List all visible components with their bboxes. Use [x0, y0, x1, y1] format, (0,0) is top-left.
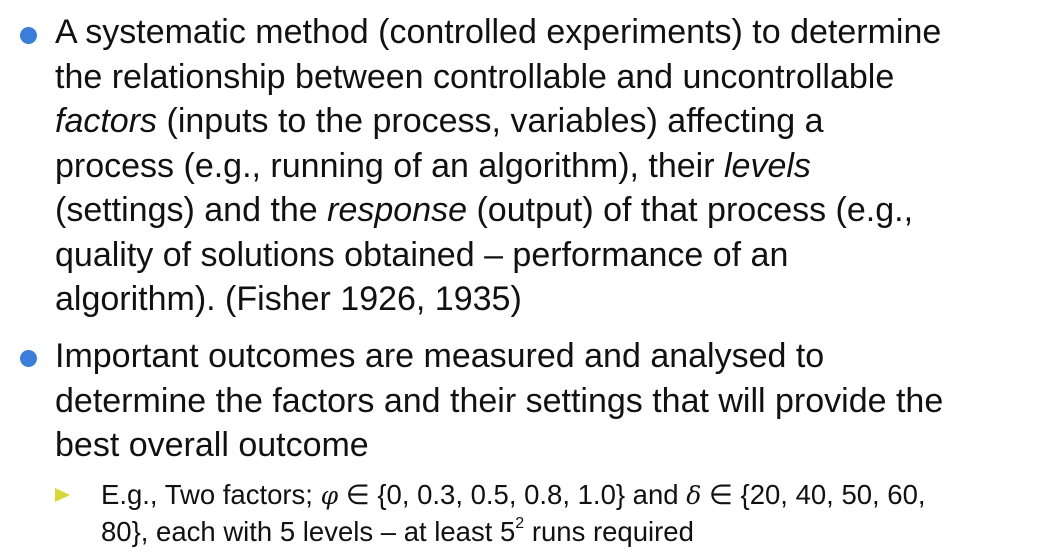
bullet-1-line-6: quality of solutions obtained – performa… — [55, 235, 789, 274]
bullet-1-line-2: the relationship between controllable an… — [55, 57, 895, 96]
bullet-text-1: A systematic method (controlled experime… — [55, 10, 1040, 322]
sub-bullet-line-1: E.g., Two factors; φ ∈ {0, 0.3, 0.5, 0.8… — [101, 479, 926, 510]
bullet-1-line-5: (settings) and the response (output) of … — [55, 191, 914, 229]
triangle-arrow-bullet-icon — [55, 488, 70, 502]
bullet-text-2: Important outcomes are measured and anal… — [55, 334, 1040, 468]
term-factors: factors — [55, 102, 158, 140]
bullet-2-line-3: best overall outcome — [55, 426, 369, 464]
bullet-2-line-2: determine the factors and their settings… — [55, 381, 944, 420]
phi-symbol: φ — [320, 481, 339, 510]
bullet-item-2: Important outcomes are measured and anal… — [20, 334, 1040, 468]
sub-bullet-line-2: 80}, each with 5 levels – at least 52 ru… — [101, 514, 694, 547]
bullet-item-1: A systematic method (controlled experime… — [20, 10, 1040, 322]
sub-bullet-text: E.g., Two factors; φ ∈ {0, 0.3, 0.5, 0.8… — [101, 476, 1035, 550]
superscript-exponent: 2 — [515, 514, 525, 532]
bullet-2-line-1: Important outcomes are measured and anal… — [55, 337, 825, 375]
delta-symbol: δ — [686, 481, 702, 510]
circle-bullet-icon — [20, 27, 37, 44]
bullet-1-line-3: factors (inputs to the process, variable… — [55, 102, 824, 140]
bullet-1-line-7: algorithm). (Fisher 1926, 1935) — [55, 280, 522, 318]
bullet-1-line-4: process (e.g., running of an algorithm),… — [55, 146, 811, 185]
circle-bullet-icon — [20, 350, 37, 367]
term-levels: levels — [724, 146, 811, 185]
bullet-1-line-1: A systematic method (controlled experime… — [55, 13, 942, 51]
term-response: response — [327, 191, 468, 229]
sub-bullet-item: E.g., Two factors; φ ∈ {0, 0.3, 0.5, 0.8… — [55, 476, 1035, 550]
